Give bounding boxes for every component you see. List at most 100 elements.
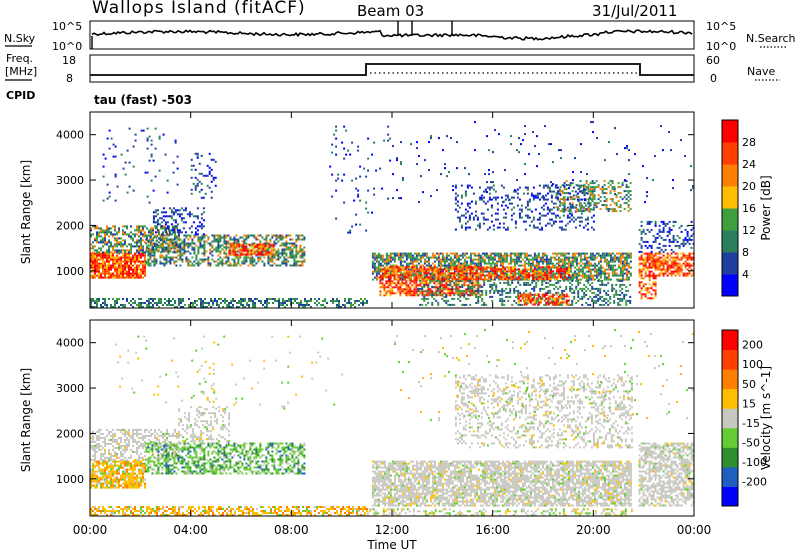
heatmap-cell	[182, 306, 184, 308]
heatmap-cell	[583, 258, 586, 261]
heatmap-cell	[439, 294, 442, 297]
heatmap-cell	[533, 301, 536, 304]
heatmap-cell	[449, 252, 452, 255]
heatmap-cell	[283, 256, 286, 259]
heatmap-cell	[486, 274, 489, 277]
heatmap-cell	[613, 264, 616, 267]
heatmap-cell	[431, 268, 434, 271]
heatmap-cell	[238, 300, 240, 302]
heatmap-cell	[130, 237, 132, 240]
heatmap-cell	[116, 262, 118, 265]
heatmap-cell	[383, 290, 386, 293]
heatmap-cell	[130, 243, 132, 246]
heatmap-cell	[128, 185, 131, 188]
heatmap-cell	[295, 254, 298, 257]
heatmap-cell	[200, 182, 203, 185]
heatmap-cell	[228, 306, 230, 308]
heatmap-cell	[599, 256, 602, 259]
heatmap-cell	[509, 295, 512, 298]
heatmap-cell	[540, 272, 543, 275]
heatmap-cell	[324, 306, 326, 308]
heatmap-cell	[282, 302, 284, 304]
heatmap-cell	[258, 249, 261, 252]
heatmap-cell	[120, 272, 122, 275]
heatmap-cell	[244, 253, 247, 256]
heatmap-cell	[293, 242, 296, 245]
heatmap-cell	[379, 286, 382, 289]
heatmap-cell	[471, 274, 474, 277]
heatmap-cell	[456, 200, 459, 203]
heatmap-cell	[395, 292, 398, 295]
heatmap-cell	[399, 292, 402, 295]
heatmap-cell	[383, 286, 386, 289]
heatmap-cell	[607, 303, 610, 306]
heatmap-cell	[293, 254, 296, 257]
heatmap-cell	[124, 276, 126, 279]
heatmap-cell	[433, 297, 436, 300]
heatmap-cell	[377, 256, 380, 259]
heatmap-cell	[232, 247, 235, 250]
heatmap-cell	[207, 262, 210, 265]
heatmap-cell	[587, 278, 590, 281]
heatmap-cell	[118, 252, 120, 255]
heatmap-cell	[254, 302, 256, 304]
heatmap-cell	[266, 300, 268, 302]
heatmap-cell	[477, 281, 480, 284]
heatmap-cell	[104, 256, 106, 259]
heatmap-cell	[100, 254, 102, 257]
heatmap-cell	[104, 233, 106, 236]
heatmap-cell	[169, 260, 172, 263]
heatmap-cell	[518, 276, 521, 279]
heatmap-cell	[209, 264, 212, 267]
heatmap-cell	[159, 246, 162, 249]
heatmap-cell	[423, 293, 426, 296]
heatmap-cell	[567, 258, 570, 261]
heatmap-cell	[199, 262, 202, 265]
heatmap-cell	[411, 280, 414, 283]
heatmap-cell	[532, 278, 535, 281]
heatmap-cell	[140, 239, 142, 242]
heatmap-cell	[295, 234, 298, 237]
heatmap-cell	[104, 229, 106, 232]
heatmap-cell	[179, 244, 182, 247]
heatmap-cell	[297, 234, 300, 237]
heatmap-cell	[156, 302, 158, 304]
heatmap-cell	[561, 264, 564, 267]
heatmap-cell	[536, 278, 539, 281]
heatmap-cell	[104, 252, 106, 255]
heatmap-cell	[112, 245, 114, 248]
heatmap-cell	[126, 270, 128, 273]
heatmap-cell	[122, 233, 124, 236]
heatmap-cell	[163, 238, 166, 241]
heatmap-cell	[427, 288, 430, 291]
heatmap-cell	[149, 264, 152, 267]
heatmap-cell	[552, 212, 555, 215]
heatmap-cell	[445, 280, 448, 283]
heatmap-cell	[454, 192, 457, 195]
heatmap-cell	[619, 252, 622, 255]
heatmap-cell	[566, 196, 569, 199]
heatmap-cell	[619, 293, 622, 296]
heatmap-cell	[415, 290, 418, 293]
heatmap-cell	[389, 282, 392, 285]
heatmap-cell	[415, 286, 418, 289]
heatmap-cell	[124, 225, 126, 228]
heatmap-cell	[453, 292, 456, 295]
heatmap-cell	[617, 266, 620, 269]
heatmap-cell	[515, 260, 518, 263]
heatmap-cell	[562, 278, 565, 281]
heatmap-cell	[106, 306, 108, 308]
heatmap-cell	[94, 249, 96, 252]
heatmap-cell	[425, 280, 428, 283]
heatmap-cell	[245, 244, 248, 247]
heatmap-cell	[481, 293, 484, 296]
heatmap-cell	[208, 172, 211, 175]
heatmap-cell	[409, 256, 412, 259]
heatmap-cell	[627, 266, 630, 269]
heatmap-cell	[399, 286, 402, 289]
heatmap-cell	[148, 159, 151, 162]
heatmap-cell	[501, 293, 504, 296]
heatmap-cell	[147, 262, 150, 265]
heatmap-cell	[623, 264, 626, 267]
heatmap-cell	[249, 256, 252, 259]
